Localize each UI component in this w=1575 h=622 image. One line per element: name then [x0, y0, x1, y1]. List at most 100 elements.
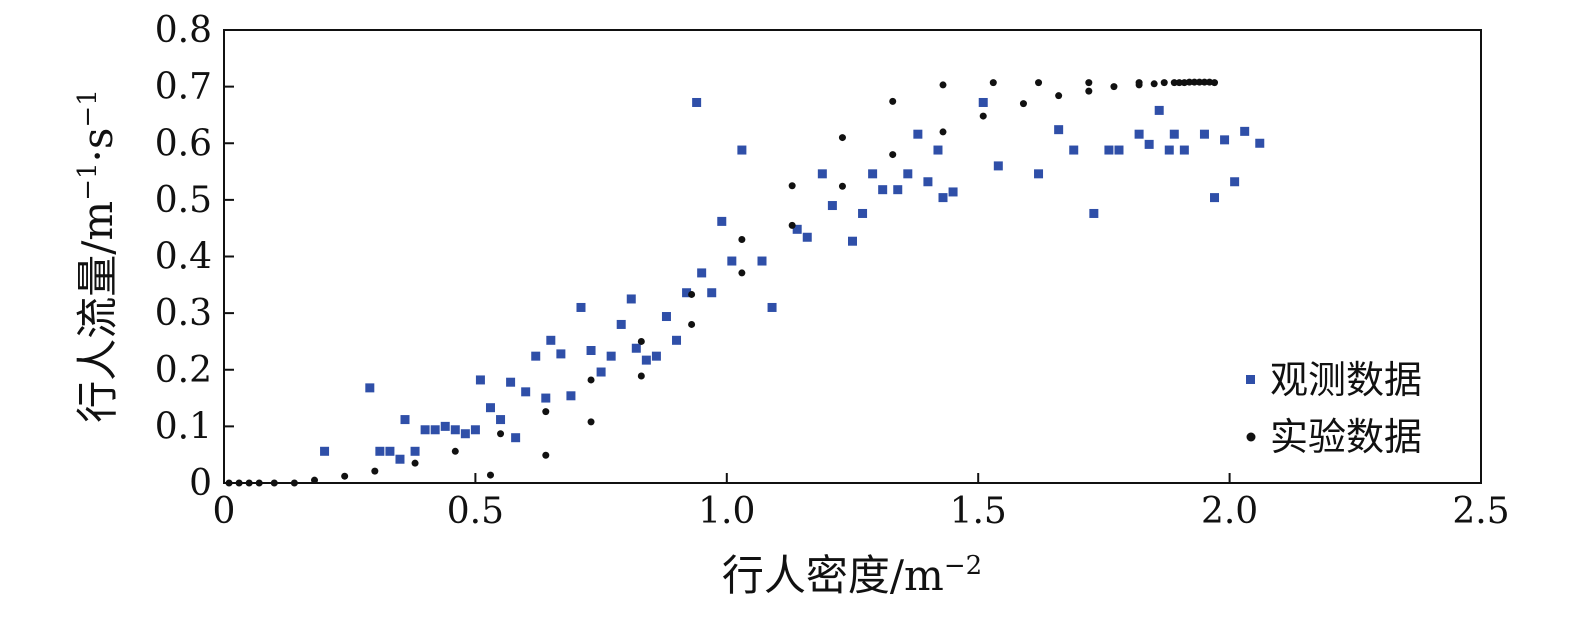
observed-point	[923, 177, 933, 187]
observed-point	[626, 294, 636, 304]
observed-point	[1255, 138, 1265, 148]
observed-point	[737, 145, 747, 155]
observed-point	[661, 312, 671, 322]
observed-point	[606, 351, 616, 361]
experiment-point	[838, 134, 846, 142]
experiment-point	[637, 372, 645, 380]
y-tick-label: 0.8	[155, 10, 212, 51]
experiment-point	[1160, 79, 1168, 87]
experiment-point	[939, 81, 947, 89]
observed-point	[1220, 135, 1230, 145]
y-tick-label: 0.3	[155, 293, 212, 334]
experiment-point	[245, 479, 253, 487]
observed-point	[682, 288, 692, 298]
x-tick-label: 1.5	[950, 491, 1007, 532]
observed-point	[903, 169, 913, 179]
series-0	[320, 97, 1265, 464]
observed-point	[460, 429, 470, 439]
experiment-point	[1185, 78, 1193, 86]
observed-point	[566, 391, 576, 401]
experiment-point	[738, 236, 746, 244]
observed-point	[948, 187, 958, 197]
x-tick-label: 2.5	[1452, 491, 1509, 532]
legend-label-experiment: 实验数据	[1270, 415, 1422, 459]
observed-point	[410, 446, 420, 456]
experiment-point	[738, 269, 746, 277]
x-tick-label: 0	[213, 491, 236, 532]
y-tick-label: 0	[189, 463, 212, 504]
y-tick-label: 0.4	[155, 237, 212, 278]
observed-point	[320, 446, 330, 456]
experiment-point	[1195, 78, 1203, 86]
experiment-point	[290, 479, 298, 487]
observed-point	[1164, 145, 1174, 155]
observed-point	[1069, 145, 1079, 155]
observed-point	[757, 256, 767, 266]
observed-point	[440, 421, 450, 431]
experiment-point	[889, 151, 897, 159]
y-tick-label: 0.1	[155, 406, 212, 447]
experiment-point	[1085, 87, 1093, 95]
y-tick-label: 0.7	[155, 67, 212, 108]
experiment-point	[939, 128, 947, 136]
x-tick-labels: 0 0.5 1.0 1.5 2.0 2.5	[213, 491, 1510, 532]
experiment-point	[451, 447, 459, 455]
observed-point	[978, 97, 988, 107]
observed-point	[1154, 105, 1164, 115]
x-tick-label: 0.5	[447, 491, 504, 532]
experiment-point	[270, 479, 278, 487]
data-points	[225, 78, 1265, 487]
experiment-point	[1035, 79, 1043, 87]
observed-point	[868, 169, 878, 179]
observed-point	[848, 236, 857, 246]
series-1	[225, 78, 1219, 487]
observed-point	[400, 415, 410, 425]
observed-point	[802, 232, 812, 242]
experiment-point	[1110, 83, 1118, 91]
x-tick-label: 1.0	[698, 491, 755, 532]
y-tick-label: 0.6	[155, 123, 212, 164]
experiment-point	[688, 290, 696, 298]
experiment-point	[1211, 79, 1219, 87]
observed-point	[792, 224, 802, 234]
observed-point	[858, 208, 868, 218]
observed-point	[1054, 125, 1064, 135]
experiment-point	[979, 112, 987, 120]
observed-point	[1114, 145, 1124, 155]
experiment-point	[1085, 79, 1093, 87]
experiment-point	[587, 376, 595, 384]
experiment-point	[225, 479, 233, 487]
observed-point	[1144, 139, 1154, 149]
experiment-point	[1135, 79, 1143, 87]
observed-point	[651, 351, 661, 361]
legend-marker-experiment	[1246, 432, 1256, 442]
observed-point	[375, 446, 385, 456]
experiment-point	[788, 221, 796, 229]
observed-point	[1169, 129, 1179, 139]
observed-point	[827, 201, 837, 211]
observed-point	[1230, 177, 1240, 187]
observed-point	[1199, 129, 1209, 139]
observed-point	[933, 145, 943, 155]
observed-point	[993, 161, 1003, 171]
experiment-point	[788, 182, 796, 190]
observed-point	[485, 403, 495, 413]
experiment-point	[411, 459, 419, 467]
experiment-point	[1200, 78, 1208, 86]
observed-point	[496, 415, 506, 425]
legend: 观测数据 实验数据	[1246, 358, 1422, 459]
observed-point	[1089, 208, 1099, 218]
observed-point	[1034, 169, 1044, 179]
observed-point	[1210, 193, 1220, 203]
observed-point	[365, 383, 375, 393]
observed-point	[913, 129, 923, 139]
observed-point	[556, 349, 566, 359]
experiment-point	[497, 430, 505, 438]
experiment-point	[1190, 78, 1198, 86]
experiment-point	[255, 479, 263, 487]
observed-point	[817, 169, 827, 179]
x-axis-title: 行人密度/m−2	[722, 551, 982, 600]
observed-point	[531, 351, 541, 361]
experiment-point	[838, 182, 846, 190]
y-tick-label: 0.2	[155, 350, 212, 391]
